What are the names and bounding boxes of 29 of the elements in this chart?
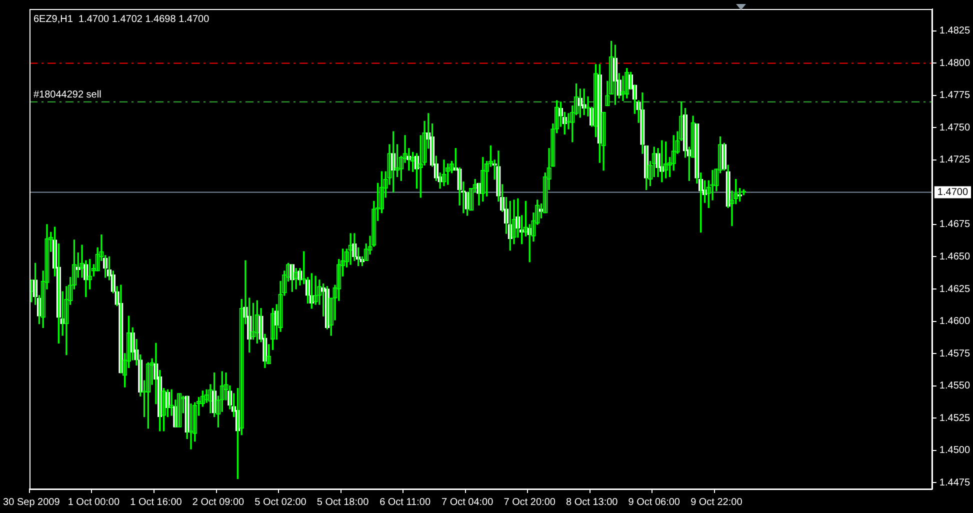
ref-line-label: #18044292 sell — [33, 90, 102, 101]
y-tick-label: 1.4550 — [939, 380, 970, 392]
y-tick-label: 1.4500 — [939, 445, 970, 456]
x-tick-label: 30 Sep 2009 — [3, 496, 60, 508]
y-tick-label: 1.4725 — [939, 154, 970, 166]
ref-line-label: 1.4700 — [937, 186, 968, 198]
y-tick-label: 1.4625 — [939, 284, 970, 295]
y-tick-label: 1.4750 — [939, 122, 970, 134]
y-tick-label: 1.4675 — [939, 219, 970, 230]
x-tick-label: 7 Oct 04:00 — [441, 496, 494, 508]
y-tick-label: 1.4575 — [939, 348, 970, 360]
y-tick-label: 1.4475 — [939, 477, 970, 488]
x-tick-label: 1 Oct 00:00 — [68, 496, 120, 508]
x-tick-label: 1 Oct 16:00 — [130, 496, 182, 508]
text: 6EZ9,H1 1.4700 1.4702 1.4698 1.4700 — [33, 14, 210, 25]
x-tick-label: 9 Oct 06:00 — [628, 496, 680, 508]
y-tick-label: 1.4800 — [939, 58, 970, 69]
x-tick-label: 5 Oct 02:00 — [254, 496, 307, 508]
x-tick-label: 9 Oct 22:00 — [690, 496, 743, 508]
x-tick-label: 7 Oct 20:00 — [504, 496, 556, 508]
y-tick-label: 1.4775 — [939, 90, 970, 102]
x-tick-label: 8 Oct 13:00 — [566, 496, 618, 508]
x-tick-label: 5 Oct 18:00 — [316, 496, 370, 508]
x-tick-label: 2 Oct 09:00 — [192, 496, 245, 508]
y-tick-label: 1.4825 — [939, 26, 970, 37]
y-tick-label: 1.4525 — [939, 412, 970, 424]
y-tick-label: 1.4650 — [939, 251, 970, 262]
x-tick-label: 6 Oct 11:00 — [380, 496, 431, 508]
y-tick-label: 1.4600 — [939, 316, 970, 328]
